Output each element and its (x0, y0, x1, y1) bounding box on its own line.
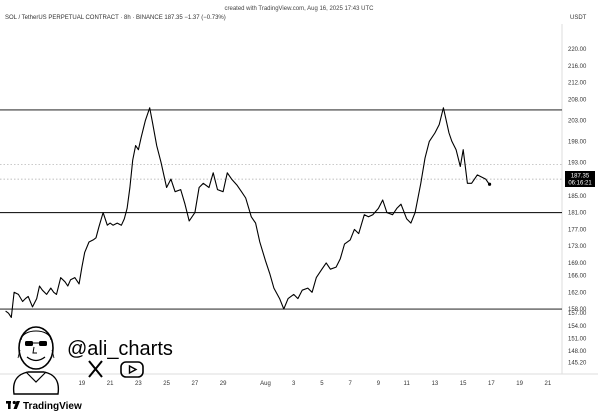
time-tick-label: Aug (260, 381, 271, 387)
price-tick-label: 157.00 (568, 311, 587, 317)
tradingview-brand: TradingView (6, 400, 82, 412)
badge-countdown: 06:16:21 (568, 181, 592, 187)
price-tick-label: 212.00 (568, 81, 587, 87)
price-tick-label: 198.00 (568, 139, 587, 145)
price-tick-label: 154.00 (568, 324, 587, 330)
price-tick-label: 193.00 (568, 160, 587, 166)
time-tick-label: 29 (220, 381, 227, 387)
price-series (5, 107, 492, 318)
time-tick-label: 23 (135, 381, 142, 387)
time-tick-label: 19 (516, 381, 523, 387)
symbol-info: SOL / TetherUS PERPETUAL CONTRACT · 8h ·… (5, 15, 226, 21)
time-tick-label: 19 (79, 381, 86, 387)
price-tick-label: 203.00 (568, 118, 587, 124)
price-tick-label: 208.00 (568, 97, 587, 103)
watermark-handle: @ali_charts (67, 338, 173, 360)
time-tick-label: 17 (488, 381, 495, 387)
price-axis-labels: 220.00 216.00 212.00 208.00 203.00 198.00 193.… (568, 47, 587, 367)
badge-background (565, 171, 595, 187)
watermark: @ali_charts (12, 326, 173, 395)
price-tick-label: 216.00 (568, 64, 587, 70)
badge-price: 187.35 (571, 174, 590, 180)
time-tick-label: 9 (377, 381, 381, 387)
price-tick-label: 220.00 (568, 47, 587, 53)
horizontal-levels (0, 109, 562, 310)
price-line (5, 107, 490, 318)
price-tick-label: 151.00 (568, 336, 587, 342)
time-tick-label: 27 (192, 381, 199, 387)
price-tick-label: 148.00 (568, 349, 587, 355)
time-axis-labels: 1517192123252729Aug3579111315171921 (22, 381, 552, 387)
time-tick-label: 7 (349, 381, 353, 387)
currency-label: USDT (570, 15, 587, 21)
price-tick-label: 166.00 (568, 273, 587, 279)
x-logo-icon (88, 360, 103, 378)
price-tick-label: 185.00 (568, 194, 587, 200)
price-tick-label: 173.00 (568, 244, 587, 250)
youtube-play-icon (120, 361, 144, 378)
time-tick-label: 3 (292, 381, 296, 387)
time-tick-label: 13 (432, 381, 439, 387)
avatar-icon (12, 326, 60, 395)
time-tick-label: 25 (163, 381, 170, 387)
time-tick-label: 21 (107, 381, 114, 387)
price-tick-label: 169.00 (568, 261, 587, 267)
price-tick-label: 177.00 (568, 227, 587, 233)
time-tick-label: 11 (404, 381, 411, 387)
time-tick-label: 5 (320, 381, 324, 387)
price-tick-label: 158.00 (568, 307, 587, 313)
tradingview-wordmark: TradingView (23, 401, 82, 412)
time-tick-label: 15 (460, 381, 467, 387)
price-tick-label: 162.00 (568, 290, 587, 296)
tradingview-logo-icon (6, 400, 20, 409)
time-tick-label: 21 (545, 381, 552, 387)
created-caption: created with TradingView.com, Aug 16, 20… (225, 6, 375, 12)
price-tick-label: 181.00 (568, 211, 587, 217)
last-price-dot (487, 182, 492, 186)
last-price-badge: 187.35 06:16:21 (565, 171, 595, 187)
price-tick-label: 145.20 (568, 361, 587, 367)
